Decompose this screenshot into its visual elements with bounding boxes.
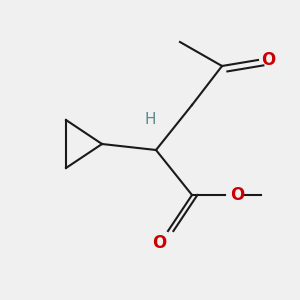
Text: O: O [261,51,276,69]
Text: O: O [152,234,166,252]
Text: O: O [230,186,244,204]
Text: H: H [144,112,156,128]
